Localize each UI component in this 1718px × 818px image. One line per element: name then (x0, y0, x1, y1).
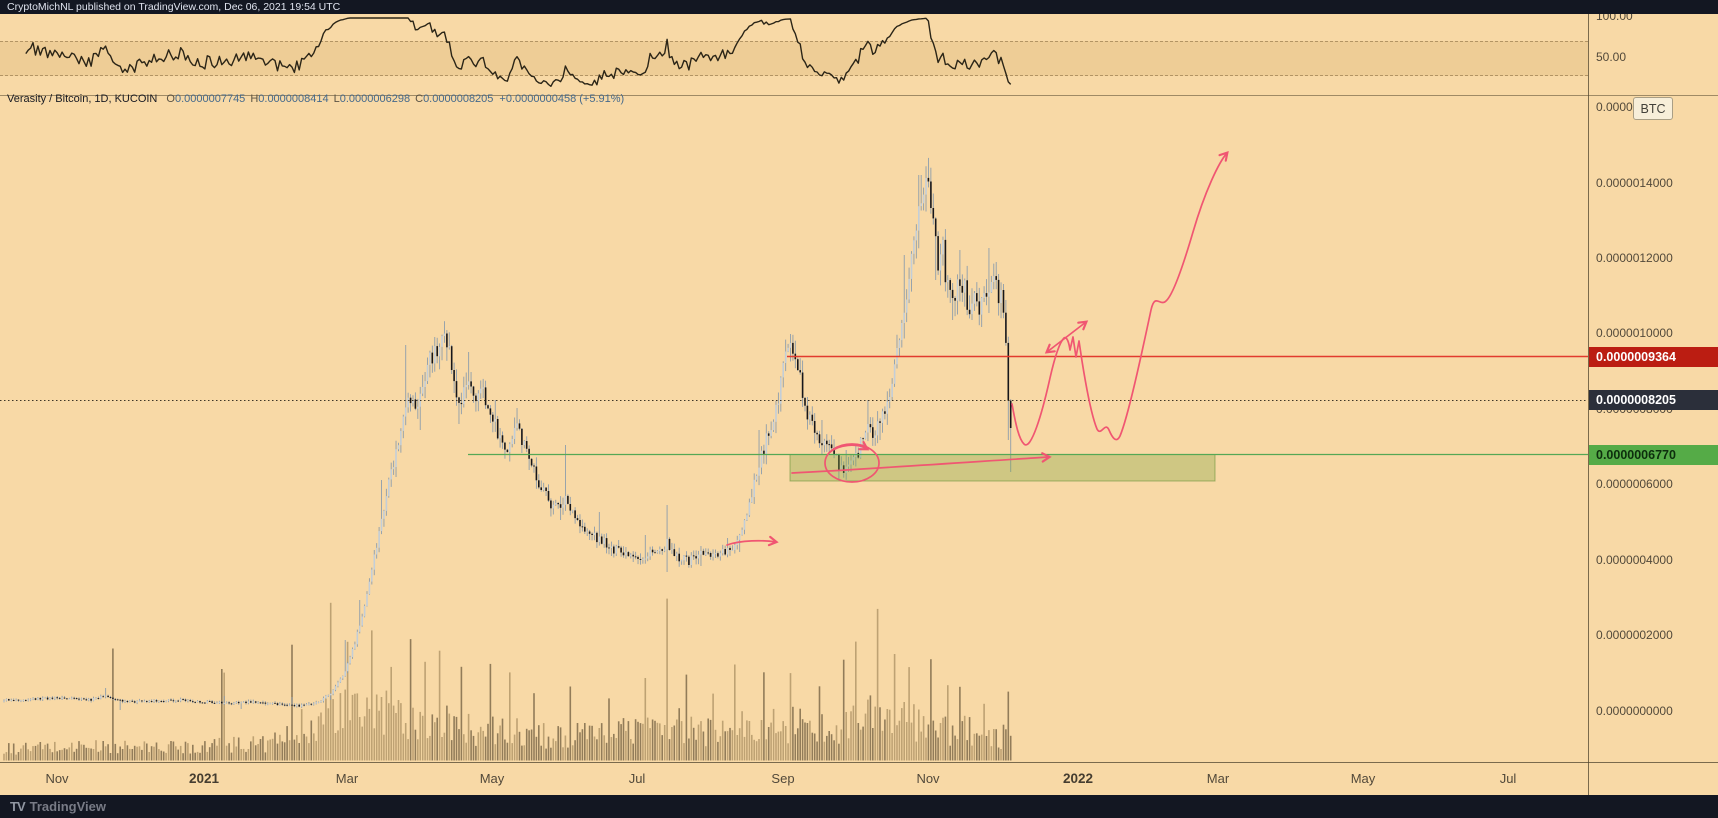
rsi-band (0, 41, 1588, 76)
change-value: +0.0000000458 (+5.91%) (499, 93, 625, 105)
symbol-title[interactable]: Verasity / Bitcoin, 1D, KUCOIN (7, 93, 158, 105)
ohlc-value: 0.0000008414 (258, 93, 329, 105)
attribution-text: CryptoMichNL published on TradingView.co… (7, 1, 341, 13)
price-tick: 0.0000010000 (1596, 326, 1673, 340)
ohlc-key: L (333, 93, 340, 105)
price-tick: 0.0000000000 (1596, 703, 1673, 718)
time-label-month[interactable]: Jul (628, 771, 646, 786)
ohlc-key: O (166, 93, 175, 105)
price-tick: 0.0000006000 (1596, 477, 1673, 491)
time-label-month[interactable]: Mar (1206, 771, 1230, 786)
rejection-double-arrow[interactable] (1044, 320, 1089, 354)
ohlc-values: O0.0000007745 H0.0000008414 L0.0000006298 C… (161, 93, 624, 105)
time-label-year[interactable]: 2021 (188, 771, 220, 786)
symbol-legend[interactable]: Verasity / Bitcoin, 1D, KUCOIN O0.0000007… (7, 93, 624, 105)
price-tick: 0.0000004000 (1596, 552, 1673, 567)
retest-curve-arrow[interactable] (828, 440, 870, 454)
btc-unit-label: BTC (1640, 101, 1666, 116)
price-tick: 0.0000014000 (1596, 175, 1673, 190)
time-label-month[interactable]: Mar (335, 771, 359, 786)
price-tick: 50.00 (1596, 50, 1627, 64)
resistance-price-badge[interactable]: 0.0000009364 (1589, 347, 1718, 367)
price-tick: 0.0000002000 (1596, 628, 1673, 642)
projection-path[interactable] (1011, 150, 1229, 446)
attribution-bar: CryptoMichNL published on TradingView.co… (0, 0, 1718, 14)
time-label-year[interactable]: 2022 (1062, 771, 1094, 786)
price-tick: 0.0000012000 (1596, 251, 1673, 265)
time-label-month[interactable]: Sep (771, 771, 795, 786)
ohlc-value: 0.0000006298 (339, 93, 411, 105)
price-axis[interactable]: BTC 100.0050.000.00000160000.00000140000… (1588, 9, 1718, 795)
time-label-month[interactable]: May (479, 771, 505, 786)
time-label-month[interactable]: May (1350, 771, 1376, 786)
tradingview-logo-icon[interactable]: TV (10, 799, 26, 814)
ohlc-value: 0.0000008205 (423, 93, 494, 105)
august-breakout-arrow[interactable] (726, 535, 779, 547)
last-price-badge[interactable]: 0.0000008205 (1589, 390, 1718, 410)
time-label-month[interactable]: Nov (916, 771, 940, 786)
ohlc-key: H (250, 93, 259, 105)
pane-separator[interactable] (0, 95, 1718, 96)
sideways-zone-arrow[interactable] (791, 452, 1052, 474)
footer-bar: TV TradingView (0, 795, 1718, 818)
time-label-month[interactable]: Nov (45, 771, 69, 786)
btc-unit-badge[interactable]: BTC (1633, 97, 1673, 120)
support-price-badge[interactable]: 0.0000006770 (1589, 445, 1718, 465)
ohlc-key: C (415, 93, 424, 105)
tradingview-logo-text[interactable]: TradingView (29, 799, 106, 814)
time-label-month[interactable]: Jul (1499, 771, 1517, 786)
ohlc-value: 0.0000007745 (174, 93, 246, 105)
time-axis[interactable]: Nov 2021 Mar May Jul Sep Nov 2022 Mar May Jul (0, 762, 1718, 795)
